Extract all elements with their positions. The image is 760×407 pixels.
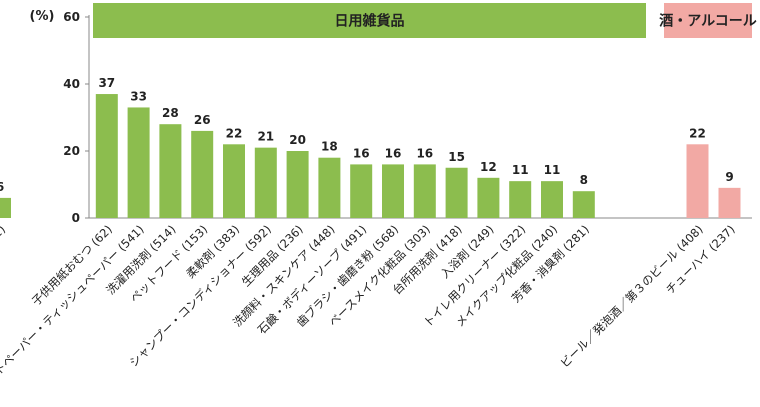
category-label: ビール／発泡酒／第３のビール (408) [557, 222, 705, 370]
bars [0, 94, 741, 218]
data-label: 15 [448, 150, 465, 164]
y-tick-label: 60 [63, 10, 80, 24]
bar [477, 177, 500, 218]
data-label: 33 [130, 89, 147, 103]
bar [686, 144, 709, 218]
bar [350, 164, 373, 218]
data-labels: 37 33 28 26 22 21 20 18 16 16 16 15 12 11 11 8 6 22 9 [0, 76, 734, 194]
bar [413, 164, 436, 218]
y-axis-unit: (%) [30, 9, 55, 24]
data-label: 22 [689, 126, 706, 140]
data-label: 28 [162, 106, 179, 120]
bar [541, 181, 563, 218]
data-label: 26 [194, 113, 211, 127]
y-tick-label: 40 [63, 77, 80, 91]
bar [318, 157, 341, 218]
bar [127, 107, 150, 218]
bar [0, 197, 11, 218]
bar [718, 187, 741, 218]
category-label: 剃刀・髭剃り (182) [0, 222, 8, 305]
bar [382, 164, 404, 218]
data-label: 16 [353, 146, 370, 160]
bar [191, 130, 214, 218]
data-label: 37 [98, 76, 115, 90]
bar [223, 144, 245, 218]
group-band [664, 3, 752, 38]
data-label: 21 [257, 130, 274, 144]
data-label: 16 [385, 146, 402, 160]
group-bands: 日用雑貨品 酒・アルコール [93, 3, 757, 38]
y-tick-label: 0 [72, 211, 80, 225]
bar [509, 181, 532, 218]
data-label: 9 [725, 170, 733, 184]
category-labels: 子供用紙おむつ (62)トイレットペーパー・ティッシュペーパー (541)洗濯用… [0, 222, 738, 407]
bar [254, 147, 277, 218]
data-label: 18 [321, 140, 338, 154]
category-label: トイレットペーパー・ティッシュペーパー (541) [0, 222, 147, 407]
y-tick-label: 20 [63, 144, 80, 158]
data-label: 22 [226, 126, 243, 140]
data-label: 6 [0, 180, 4, 194]
group-band-label: 日用雑貨品 [335, 13, 405, 30]
data-label: 11 [512, 163, 529, 177]
data-label: 11 [544, 163, 561, 177]
bar [159, 124, 182, 218]
data-label: 12 [480, 160, 497, 174]
bar [572, 191, 595, 218]
data-label: 20 [289, 133, 306, 147]
bar [95, 94, 118, 218]
bar [286, 151, 309, 218]
data-label: 16 [416, 146, 433, 160]
bar [445, 167, 468, 218]
group-band-label: 酒・アルコール [659, 14, 757, 30]
data-label: 8 [580, 173, 588, 187]
group-band [93, 3, 646, 38]
